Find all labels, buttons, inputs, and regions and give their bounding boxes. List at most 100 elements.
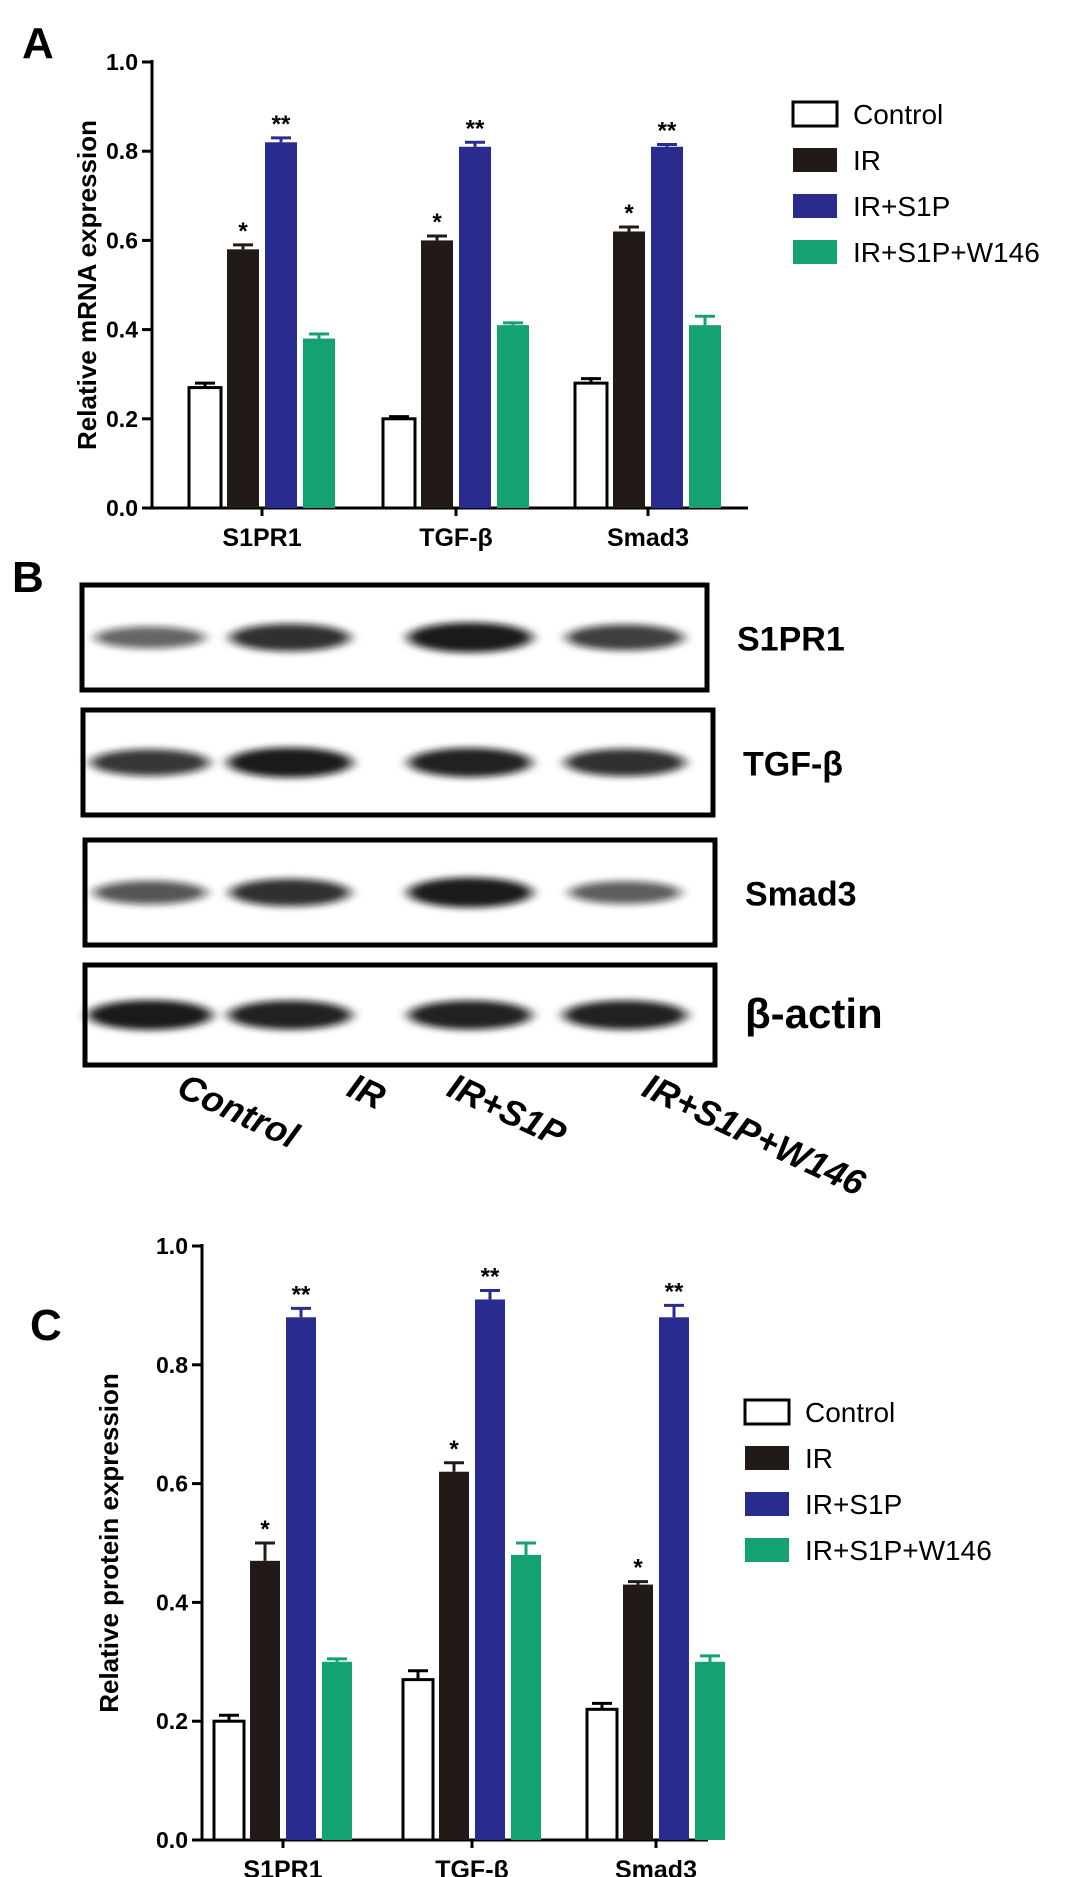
chart-c-bar bbox=[439, 1471, 469, 1840]
chart-c: 0.0 0.2 0.4 0.6 0.8 1.0 Relative protein expre… bbox=[94, 1233, 992, 1877]
panel-label-a: A bbox=[22, 19, 54, 68]
chart-c-bar bbox=[475, 1299, 505, 1840]
chart-a-legend-label: IR bbox=[853, 145, 881, 176]
chart-a-y-tick-label: 0.0 bbox=[106, 495, 138, 521]
chart-a-bar bbox=[573, 381, 609, 510]
blot-band bbox=[566, 624, 684, 651]
chart-a-x-tick-label: TGF-β bbox=[419, 524, 493, 552]
panel-label-b: B bbox=[12, 553, 44, 602]
blot-band bbox=[229, 878, 351, 907]
chart-c-bar bbox=[695, 1661, 725, 1840]
blot-band bbox=[569, 881, 681, 904]
chart-a-significance-mark: ** bbox=[658, 118, 677, 145]
chart-a-legend-swatch bbox=[793, 148, 837, 172]
blot-band bbox=[228, 1000, 352, 1030]
blot-band bbox=[407, 877, 533, 908]
chart-c-legend-label: IR+S1P bbox=[805, 1489, 902, 1520]
chart-c-legend-swatch bbox=[743, 1398, 791, 1426]
blot-row-label: β-actin bbox=[745, 990, 883, 1037]
chart-c-significance-mark: ** bbox=[481, 1264, 500, 1291]
chart-c-legend-label: IR bbox=[805, 1443, 833, 1474]
blot-lane-label: IR bbox=[342, 1065, 392, 1117]
blot-band bbox=[408, 747, 532, 778]
chart-c-significance-mark: ** bbox=[292, 1281, 311, 1308]
chart-c-significance-mark: * bbox=[260, 1516, 270, 1543]
blot-row-label: Smad3 bbox=[745, 876, 857, 914]
chart-a-significance-mark: * bbox=[238, 218, 248, 245]
chart-c-bar bbox=[585, 1707, 619, 1842]
blot-band bbox=[87, 1000, 213, 1030]
chart-a-legend-swatch bbox=[793, 194, 837, 218]
chart-a-bar bbox=[459, 146, 491, 509]
chart-a-y-tick-label: 0.8 bbox=[106, 138, 138, 164]
chart-c-bar bbox=[250, 1560, 280, 1840]
chart-c-y-tick-label: 0.8 bbox=[156, 1352, 188, 1378]
chart-a-bar bbox=[303, 338, 335, 508]
chart-c-significance-mark: * bbox=[449, 1436, 459, 1463]
chart-a-legend-label: IR+S1P bbox=[853, 191, 950, 222]
chart-a-bar bbox=[227, 249, 259, 508]
chart-a-significance-mark: * bbox=[432, 209, 442, 236]
chart-a-bar bbox=[651, 146, 683, 509]
chart-a-significance-mark: ** bbox=[272, 111, 291, 138]
chart-a: 0.0 0.2 0.4 0.6 0.8 1.0 Relative mRNA expressi… bbox=[72, 49, 1040, 552]
chart-a-significance-mark: ** bbox=[466, 115, 485, 142]
chart-a-x-tick-label: Smad3 bbox=[607, 524, 689, 552]
chart-a-y-tick-label: 1.0 bbox=[106, 49, 138, 75]
chart-a-bar bbox=[381, 417, 417, 510]
chart-c-significance-mark: ** bbox=[665, 1278, 684, 1305]
blot-band bbox=[227, 747, 353, 778]
chart-c-x-tick-label: S1PR1 bbox=[243, 1856, 322, 1877]
blot-band bbox=[90, 749, 210, 776]
chart-c-x-tick-label: Smad3 bbox=[615, 1856, 697, 1877]
chart-a-x-tick-label: S1PR1 bbox=[222, 524, 301, 552]
chart-c-bar bbox=[286, 1317, 316, 1840]
chart-a-y-tick-label: 0.4 bbox=[106, 317, 138, 343]
chart-a-bar bbox=[689, 325, 721, 508]
chart-a-legend-label: Control bbox=[853, 99, 943, 130]
chart-c-legend-label: IR+S1P+W146 bbox=[805, 1535, 992, 1566]
chart-a-significance-mark: * bbox=[624, 200, 634, 227]
blot-lane-label: IR+S1P bbox=[442, 1065, 574, 1155]
chart-a-y-tick-label: 0.6 bbox=[106, 227, 138, 253]
chart-c-y-tick-label: 0.0 bbox=[156, 1827, 188, 1853]
blot-row-label: S1PR1 bbox=[737, 621, 845, 659]
blot-band bbox=[95, 626, 205, 649]
chart-a-legend-label: IR+S1P+W146 bbox=[853, 237, 1040, 268]
chart-c-legend-label: Control bbox=[805, 1397, 895, 1428]
chart-c-bar bbox=[511, 1554, 541, 1840]
chart-c-significance-mark: * bbox=[633, 1555, 643, 1582]
chart-c-bar bbox=[659, 1317, 689, 1840]
chart-a-bar bbox=[497, 325, 529, 508]
blot-band bbox=[93, 880, 207, 905]
blot-row-label: TGF-β bbox=[743, 746, 843, 784]
chart-c-y-axis-label: Relative protein expression bbox=[94, 1373, 124, 1713]
chart-c-bar bbox=[401, 1678, 435, 1842]
chart-c-legend-swatch bbox=[745, 1492, 789, 1516]
chart-c-y-tick-label: 1.0 bbox=[156, 1233, 188, 1259]
chart-a-bar bbox=[613, 231, 645, 509]
blot-band bbox=[407, 622, 533, 653]
blot-lane-label: Control bbox=[172, 1065, 306, 1157]
blot-band bbox=[229, 623, 351, 652]
chart-c-legend-swatch bbox=[745, 1446, 789, 1470]
panel-label-c: C bbox=[30, 1301, 62, 1350]
chart-a-y-tick-label: 0.2 bbox=[106, 406, 138, 432]
chart-a-legend-swatch bbox=[793, 240, 837, 264]
chart-a-bar bbox=[421, 240, 453, 508]
chart-c-bar bbox=[623, 1584, 653, 1840]
chart-c-y-tick-label: 0.6 bbox=[156, 1471, 188, 1497]
chart-c-bar bbox=[322, 1661, 352, 1840]
chart-c-x-tick-label: TGF-β bbox=[435, 1856, 509, 1877]
chart-a-y-axis-label: Relative mRNA expression bbox=[72, 120, 102, 450]
chart-c-legend-swatch bbox=[745, 1538, 789, 1562]
blot-band bbox=[408, 1000, 532, 1030]
blot-lane-label: IR+S1P+W146 bbox=[637, 1065, 873, 1204]
chart-a-bar bbox=[187, 386, 223, 510]
blot-band bbox=[563, 1000, 687, 1030]
chart-c-bar bbox=[212, 1719, 246, 1842]
blot-band bbox=[564, 748, 686, 777]
chart-c-y-tick-label: 0.4 bbox=[156, 1589, 188, 1615]
western-blot: S1PR1 TGF-β Smad3 β-actin Control IR IR+S1P IR+… bbox=[79, 582, 883, 1204]
